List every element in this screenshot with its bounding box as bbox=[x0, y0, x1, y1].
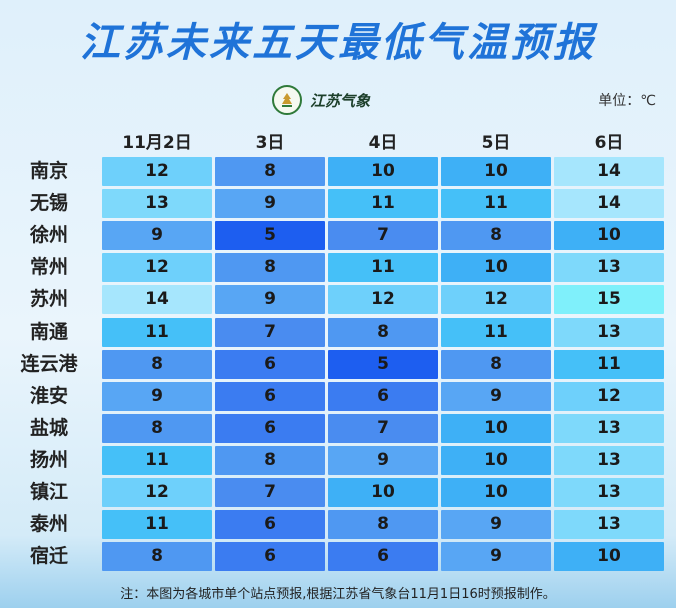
temperature-cell: 6 bbox=[215, 542, 325, 572]
temperature-cell: 11 bbox=[554, 349, 664, 379]
temperature-cell: 6 bbox=[328, 381, 438, 411]
temperature-cell: 8 bbox=[215, 253, 325, 283]
unit-label: 单位：℃ bbox=[598, 93, 656, 109]
logo: 江苏气象 bbox=[272, 85, 370, 115]
city-label: 常州 bbox=[29, 256, 68, 279]
temperature-cell: 5 bbox=[328, 349, 438, 379]
temperature-cell: 10 bbox=[441, 445, 551, 475]
temperature-cell: 9 bbox=[215, 285, 325, 315]
temperature-cell: 6 bbox=[215, 510, 325, 540]
temperature-cell: 13 bbox=[554, 413, 664, 443]
temperature-cell: 10 bbox=[441, 413, 551, 443]
city-label: 淮安 bbox=[29, 384, 68, 407]
temperature-cell: 7 bbox=[328, 221, 438, 251]
temperature-cell: 12 bbox=[102, 157, 212, 186]
temperature-cell: 8 bbox=[328, 510, 438, 540]
temperature-cell: 9 bbox=[441, 381, 551, 411]
temperature-cell: 13 bbox=[554, 478, 664, 507]
temperature-cell: 8 bbox=[102, 349, 212, 379]
temperature-cell: 8 bbox=[441, 349, 551, 379]
temperature-cell: 11 bbox=[328, 189, 438, 219]
city-label: 宿迁 bbox=[29, 545, 68, 568]
city-label: 无锡 bbox=[29, 192, 68, 215]
temperature-cell: 8 bbox=[441, 221, 551, 251]
temperature-cell: 10 bbox=[554, 542, 664, 572]
temperature-cell: 11 bbox=[328, 253, 438, 283]
temperature-cell: 9 bbox=[102, 221, 212, 251]
temperature-cell: 12 bbox=[441, 285, 551, 315]
temperature-cell: 14 bbox=[554, 157, 664, 186]
temperature-cell: 8 bbox=[328, 317, 438, 347]
city-label: 徐州 bbox=[29, 224, 68, 247]
temperature-cell: 13 bbox=[554, 445, 664, 475]
city-label: 南通 bbox=[29, 320, 68, 343]
city-label: 扬州 bbox=[29, 448, 68, 471]
temperature-cell: 6 bbox=[215, 413, 325, 443]
temperature-cell: 12 bbox=[102, 253, 212, 283]
temperature-cell: 6 bbox=[215, 349, 325, 379]
city-label: 南京 bbox=[29, 160, 68, 182]
temperature-cell: 9 bbox=[215, 189, 325, 219]
column-header: 3日 bbox=[255, 133, 285, 153]
temperature-cell: 10 bbox=[328, 478, 438, 507]
temperature-cell: 15 bbox=[554, 285, 664, 315]
temperature-cell: 10 bbox=[441, 157, 551, 186]
temperature-cell: 9 bbox=[102, 381, 212, 411]
temperature-cell: 14 bbox=[554, 189, 664, 219]
temperature-cell: 9 bbox=[441, 542, 551, 572]
temperature-cell: 12 bbox=[554, 381, 664, 411]
temperature-cell: 13 bbox=[102, 189, 212, 219]
temperature-cell: 10 bbox=[554, 221, 664, 251]
city-label: 苏州 bbox=[29, 288, 68, 311]
logo-text: 江苏气象 bbox=[310, 91, 371, 110]
city-label: 盐城 bbox=[29, 416, 68, 439]
column-header: 11月2日 bbox=[122, 133, 192, 153]
temperature-cell: 6 bbox=[328, 542, 438, 572]
temperature-cell: 11 bbox=[102, 445, 212, 475]
temperature-cell: 12 bbox=[102, 478, 212, 507]
temperature-cell: 7 bbox=[328, 413, 438, 443]
temperature-cell: 8 bbox=[215, 157, 325, 186]
temperature-cell: 13 bbox=[554, 510, 664, 540]
temperature-cell: 10 bbox=[328, 157, 438, 186]
temperature-cell: 9 bbox=[441, 510, 551, 540]
temperature-cell: 14 bbox=[102, 285, 212, 315]
temperature-cell: 11 bbox=[441, 317, 551, 347]
temperature-cell: 11 bbox=[102, 317, 212, 347]
temperature-cell: 8 bbox=[102, 542, 212, 572]
chart-title: 江苏未来五天最低气温预报 bbox=[80, 20, 596, 66]
column-header: 6日 bbox=[594, 133, 624, 153]
temperature-cell: 13 bbox=[554, 317, 664, 347]
city-label: 泰州 bbox=[29, 513, 68, 536]
temperature-cell: 7 bbox=[215, 478, 325, 507]
temperature-cell: 7 bbox=[215, 317, 325, 347]
temperature-cell: 12 bbox=[328, 285, 438, 315]
temperature-cell: 9 bbox=[328, 445, 438, 475]
temperature-cell: 11 bbox=[441, 189, 551, 219]
temperature-cell: 8 bbox=[215, 445, 325, 475]
city-label: 镇江 bbox=[29, 481, 68, 503]
city-label: 连云港 bbox=[20, 352, 78, 375]
temperature-cell: 10 bbox=[441, 253, 551, 283]
column-header: 5日 bbox=[481, 133, 511, 153]
temperature-cell: 8 bbox=[102, 413, 212, 443]
temperature-cell: 11 bbox=[102, 510, 212, 540]
logo-emblem-icon bbox=[272, 85, 302, 115]
footnote: 注：本图为各城市单个站点预报,根据江苏省气象台11月1日16时预报制作。 bbox=[120, 587, 556, 602]
temperature-cell: 5 bbox=[215, 221, 325, 251]
temperature-cell: 6 bbox=[215, 381, 325, 411]
column-header: 4日 bbox=[368, 133, 398, 153]
temperature-cell: 13 bbox=[554, 253, 664, 283]
temperature-cell: 10 bbox=[441, 478, 551, 507]
